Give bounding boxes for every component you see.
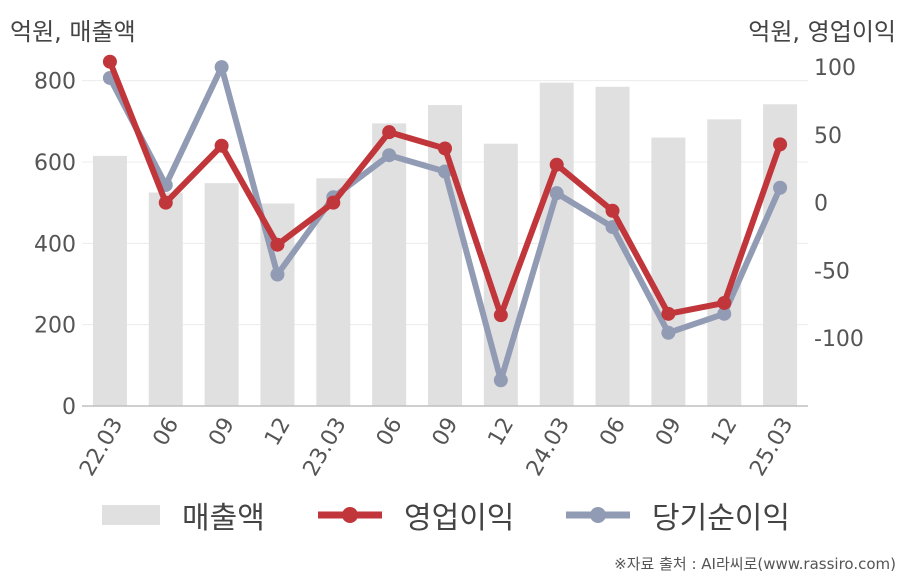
net-income-point — [382, 148, 397, 163]
x-tick-label: 06 — [149, 414, 185, 451]
operating-profit-point — [661, 306, 676, 321]
net-income-point — [717, 306, 732, 321]
legend-item-net-income: 당기순이익 — [566, 490, 790, 540]
left-tick-label: 800 — [34, 70, 76, 95]
x-tick-label: 12 — [260, 414, 296, 451]
legend-swatch-net-income — [566, 507, 630, 523]
operating-profit-point — [214, 138, 229, 153]
legend-label-net-income: 당기순이익 — [652, 501, 790, 536]
operating-profit-point — [438, 141, 452, 156]
revenue-bar — [372, 123, 407, 406]
net-income-point — [214, 60, 229, 75]
legend-swatch-revenue — [102, 505, 160, 525]
revenue-bar — [204, 183, 239, 406]
legend-item-revenue: 매출액 — [102, 490, 265, 540]
revenue-bar — [651, 137, 686, 406]
operating-profit-point — [549, 157, 564, 172]
legend-item-operating-profit: 영업이익 — [318, 490, 514, 540]
x-tick-label: 22.03 — [75, 414, 128, 481]
operating-profit-point — [102, 54, 117, 69]
right-axis-ticks: -100 -50 0 50 100 — [814, 56, 864, 352]
x-tick-label: 09 — [204, 414, 240, 451]
operating-profit-point — [773, 137, 788, 152]
right-tick-label: -100 — [814, 327, 864, 352]
revenue-bars — [92, 82, 798, 407]
left-tick-label: 600 — [34, 151, 76, 176]
net-income-point — [661, 325, 676, 340]
legend-label-revenue: 매출액 — [182, 501, 265, 536]
operating-profit-point — [326, 195, 341, 210]
operating-profit-point — [717, 295, 732, 310]
x-tick-label: 06 — [372, 414, 408, 451]
left-axis-ticks: 0 200 400 600 800 — [34, 70, 76, 420]
x-axis-ticks: 22.03 06 09 12 23.03 06 09 12 24.03 06 09 12 25.03 — [75, 414, 798, 481]
revenue-bar — [148, 192, 183, 406]
left-axis-unit-label: 억원, 매출액 — [10, 18, 136, 46]
legend-swatch-operating-profit — [318, 507, 382, 523]
right-tick-label: -50 — [814, 259, 850, 284]
revenue-bar — [539, 82, 574, 406]
revenue-bar — [763, 104, 798, 407]
right-axis-unit-label: 억원, 영업이익 — [748, 18, 896, 46]
x-tick-label: 09 — [428, 414, 464, 451]
operating-profit-point — [158, 195, 173, 210]
profit-lines — [102, 54, 788, 388]
net-income-point — [270, 267, 285, 282]
chart-legend: 매출액 영업이익 당기순이익 — [0, 490, 908, 540]
net-income-point — [493, 373, 508, 388]
x-tick-label: 09 — [651, 414, 687, 451]
left-tick-label: 200 — [34, 314, 76, 339]
source-note: ※자료 출처 : AI라씨로(www.rassiro.com) — [614, 555, 896, 573]
revenue-bar — [92, 155, 127, 406]
operating-profit-point — [493, 308, 508, 323]
x-tick-label: 25.03 — [745, 414, 798, 481]
right-tick-label: 50 — [814, 124, 842, 149]
net-income-point — [605, 220, 620, 235]
right-tick-label: 0 — [814, 192, 828, 217]
operating-profit-point — [382, 125, 397, 140]
operating-profit-point — [270, 237, 285, 252]
left-tick-label: 0 — [62, 395, 76, 420]
left-tick-label: 400 — [34, 232, 76, 257]
legend-label-operating-profit: 영업이익 — [404, 501, 515, 536]
net-income-point — [773, 180, 788, 195]
x-tick-label: 06 — [595, 414, 631, 451]
right-tick-label: 100 — [814, 56, 856, 81]
x-tick-label: 24.03 — [522, 414, 575, 481]
x-tick-label: 23.03 — [299, 414, 352, 481]
net-income-point — [549, 186, 564, 201]
operating-profit-point — [605, 203, 620, 218]
x-tick-label: 12 — [707, 414, 743, 451]
x-tick-label: 12 — [484, 414, 520, 451]
